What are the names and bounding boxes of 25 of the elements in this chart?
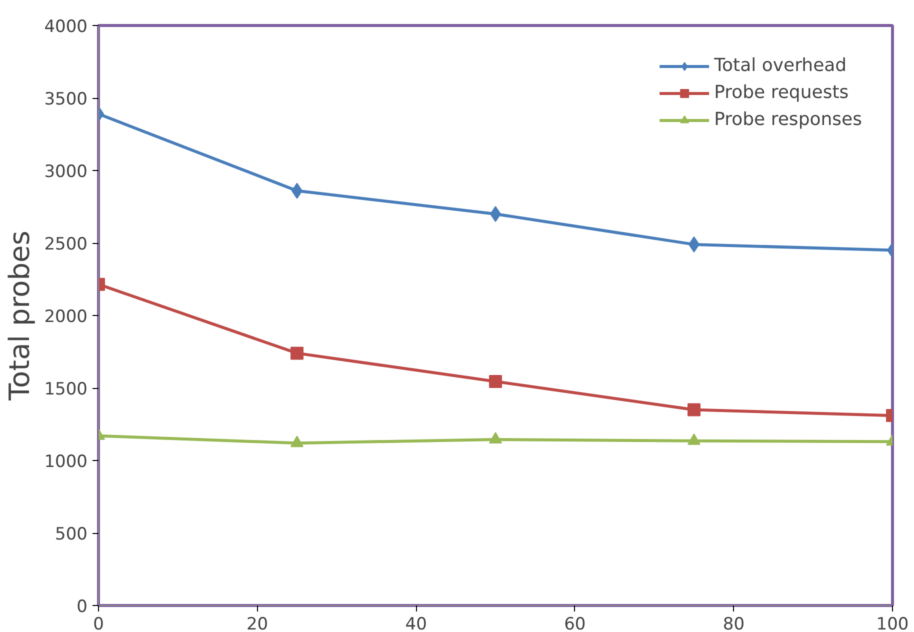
y-tick-label: 500 [55,524,88,544]
point [489,374,502,388]
x-tick-label: 0 [93,614,104,632]
point [688,403,700,416]
x-tick-label: 40 [405,614,427,632]
x-tick-label: 100 [876,614,909,632]
legend-label: Total overhead [714,55,847,76]
y-tick-label: 4000 [44,17,88,37]
x-tick-label: 60 [564,614,586,632]
point [688,433,700,445]
y-tick-label: 1500 [44,380,88,400]
point [290,346,304,360]
y-tick-label: 3000 [44,162,88,182]
y-tick-label: 0 [76,597,88,617]
y-axis-title: Total probes [3,230,36,402]
point [489,432,502,444]
point [290,436,304,448]
legend-label: Probe requests [714,82,849,103]
x-tick-label: 20 [246,614,268,632]
y-tick-label: 2000 [44,307,88,327]
y-tick-label: 3500 [44,90,88,110]
legend-label: Probe responses [714,109,862,130]
y-tick-label: 2500 [44,234,88,254]
x-tick-label: 80 [722,614,745,632]
y-tick-label: 1000 [44,452,88,472]
